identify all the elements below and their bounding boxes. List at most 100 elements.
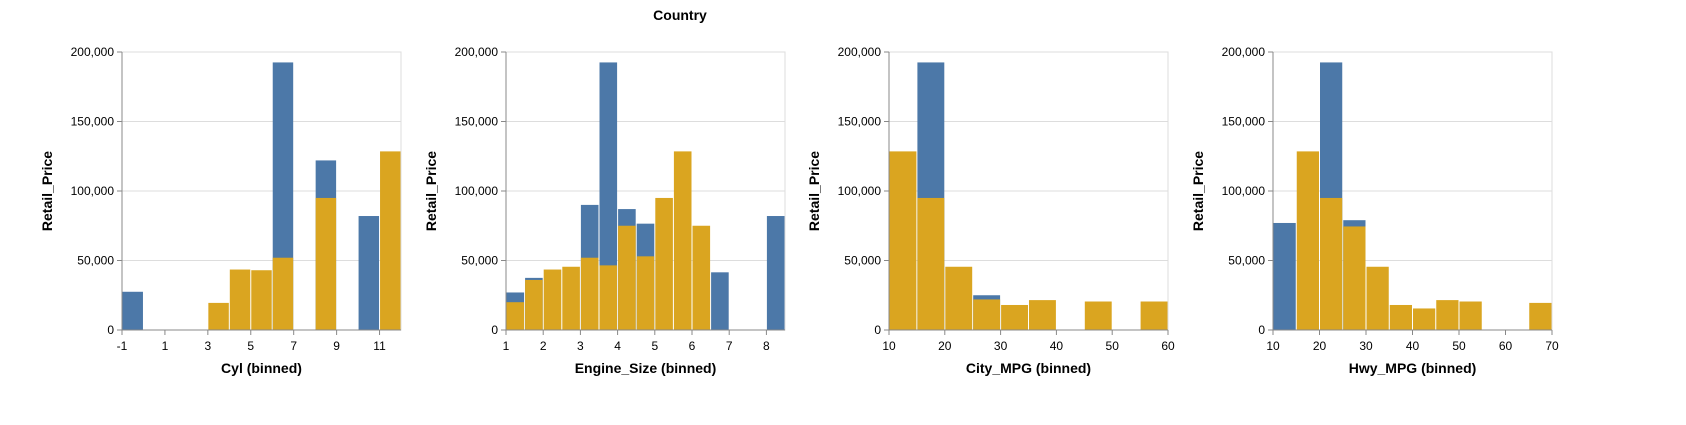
bar: [1273, 222, 1296, 330]
chart-panel-1: 0 50,000 100,000 150,000 200,000 -1 1 3 5 7 9 11 Cyl…: [39, 45, 402, 376]
y-tick-label: 50,000: [1228, 254, 1265, 268]
x-tick-label: 5: [651, 339, 658, 353]
x-tick-label: 50: [1452, 339, 1466, 353]
y-tick-label: 50,000: [77, 254, 114, 268]
legend-title: Country: [653, 7, 707, 23]
bar: [506, 302, 525, 330]
x-tick-label: 70: [1545, 339, 1559, 353]
bar: [766, 216, 785, 330]
bar: [692, 225, 711, 330]
x-tick-label: 1: [503, 339, 510, 353]
x-tick-label: 4: [614, 339, 621, 353]
bar: [562, 266, 580, 330]
x-tick-label: 7: [290, 339, 297, 353]
y-tick-label: 50,000: [461, 254, 498, 268]
bar: [889, 151, 917, 330]
bar: [229, 269, 251, 330]
y-axis-title: Retail_Price: [423, 151, 439, 231]
bar: [1320, 197, 1343, 330]
chart-panel-3: 0 50,000 100,000 150,000 200,000 10 20 30 40 50 60…: [806, 45, 1175, 376]
y-tick-label: 0: [874, 323, 881, 337]
bar: [122, 291, 143, 330]
y-tick-label: 0: [107, 323, 114, 337]
y-tick-label: 100,000: [455, 184, 499, 198]
bar: [711, 272, 729, 330]
y-tick-label: 50,000: [844, 254, 881, 268]
bar: [580, 257, 599, 330]
bar: [636, 256, 655, 330]
x-tick-label: 20: [938, 339, 952, 353]
y-tick-label: 200,000: [1222, 45, 1266, 59]
bar: [1389, 304, 1412, 330]
x-axis-title: Engine_Size (binned): [575, 360, 717, 376]
y-axis-title: Retail_Price: [806, 151, 822, 231]
y-tick-label: 100,000: [838, 184, 882, 198]
bar: [358, 216, 380, 330]
x-tick-label: 5: [247, 339, 254, 353]
bar: [208, 302, 229, 330]
x-tick-label: 60: [1161, 339, 1175, 353]
x-tick-label: 8: [763, 339, 770, 353]
y-tick-label: 150,000: [838, 115, 882, 129]
y-tick-label: 200,000: [455, 45, 499, 59]
x-tick-label: 9: [333, 339, 340, 353]
y-axis-title: Retail_Price: [1190, 151, 1206, 231]
x-tick-label: 1: [162, 339, 169, 353]
y-axis-title: Retail_Price: [39, 151, 55, 231]
x-tick-label: 40: [1050, 339, 1064, 353]
bar: [1366, 266, 1389, 330]
x-tick-label: 3: [205, 339, 212, 353]
x-tick-label: 6: [689, 339, 696, 353]
bar: [1343, 226, 1366, 330]
x-tick-label: -1: [117, 339, 128, 353]
bar: [1084, 301, 1112, 330]
chart-panel-4: 0 50,000 100,000 150,000 200,000 10 20 30 40 50 60…: [1190, 45, 1559, 376]
y-tick-label: 0: [1258, 323, 1265, 337]
x-tick-label: 60: [1499, 339, 1513, 353]
x-tick-label: 20: [1313, 339, 1327, 353]
bar: [1436, 300, 1459, 330]
x-tick-label: 7: [726, 339, 733, 353]
x-tick-label: 30: [994, 339, 1008, 353]
bar: [973, 299, 1001, 330]
x-axis-title: Cyl (binned): [221, 360, 302, 376]
bar: [945, 266, 973, 330]
x-axis-title: Hwy_MPG (binned): [1349, 360, 1477, 376]
bar: [1529, 302, 1552, 330]
bar: [655, 197, 673, 330]
bar: [599, 62, 618, 331]
y-tick-label: 0: [491, 323, 498, 337]
y-tick-label: 200,000: [838, 45, 882, 59]
bar: [380, 151, 401, 330]
chart-panel-2: 0 50,000 100,000 150,000 200,000 1 2 3 4 5 6 7 8 Engi…: [423, 45, 786, 376]
bar: [1140, 301, 1168, 330]
bar: [525, 279, 543, 330]
x-tick-label: 3: [577, 339, 584, 353]
bar: [1029, 300, 1056, 330]
bar: [1413, 308, 1436, 330]
bar: [1459, 301, 1482, 330]
x-tick-label: 50: [1106, 339, 1120, 353]
x-tick-label: 10: [1266, 339, 1280, 353]
bar: [618, 225, 636, 330]
x-tick-label: 11: [373, 339, 386, 353]
bar: [543, 269, 562, 330]
x-tick-label: 10: [882, 339, 896, 353]
bar: [1296, 151, 1319, 330]
bar: [673, 151, 692, 330]
bar: [917, 197, 945, 330]
y-tick-label: 150,000: [1222, 115, 1266, 129]
bar: [272, 257, 294, 330]
x-tick-label: 30: [1359, 339, 1373, 353]
y-tick-label: 150,000: [455, 115, 499, 129]
bar: [251, 270, 272, 330]
y-tick-label: 200,000: [71, 45, 115, 59]
x-tick-label: 40: [1406, 339, 1420, 353]
x-tick-label: 2: [540, 339, 547, 353]
bar: [315, 197, 337, 330]
y-tick-label: 100,000: [1222, 184, 1266, 198]
y-tick-label: 100,000: [71, 184, 115, 198]
bar: [1001, 304, 1028, 330]
y-tick-label: 150,000: [71, 115, 115, 129]
